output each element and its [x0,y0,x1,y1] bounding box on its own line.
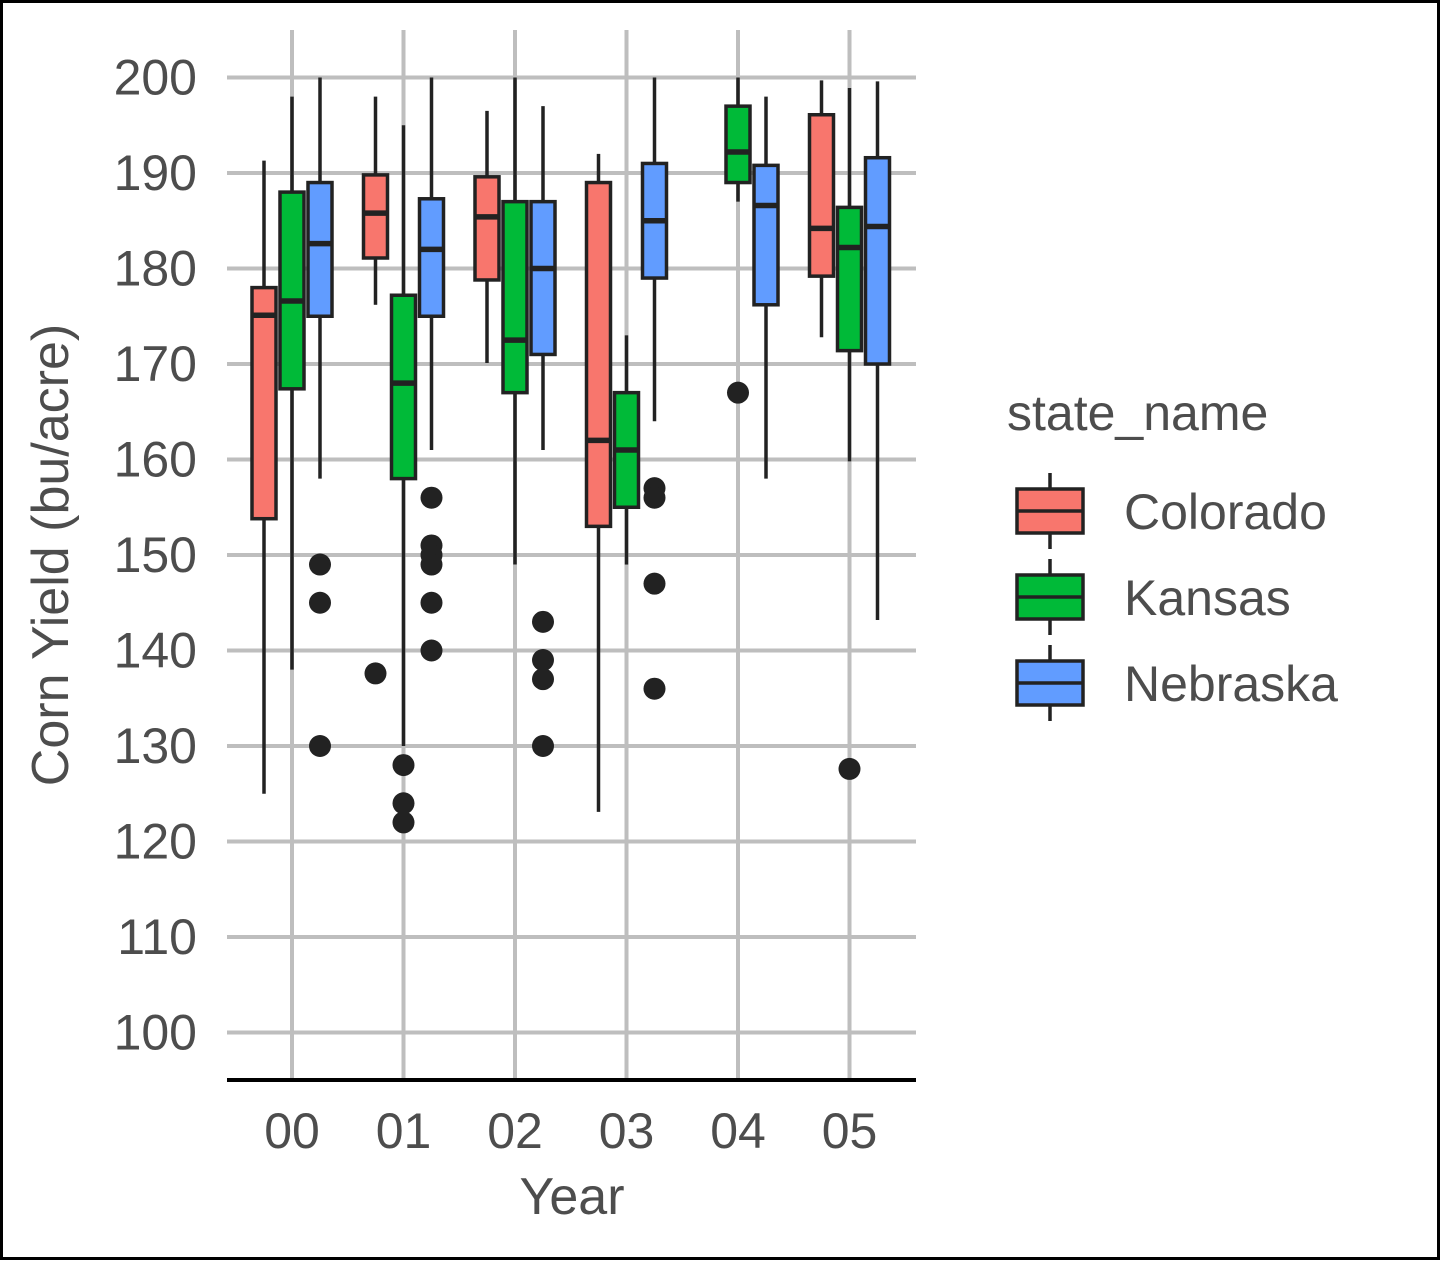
box-nebraska-04 [752,96,780,479]
box-iqr [835,205,864,353]
outlier-point [838,757,861,780]
outlier-point [532,649,554,672]
y-tick-label: 150 [114,527,197,583]
box-kansas-01 [389,125,418,834]
outlier-point [392,754,415,777]
outlier-point [727,381,749,404]
axes: 100 110 120 130 140 150 160 170 180 190 200 00 01 02 0… [114,50,916,1159]
y-axis-title: Corn Yield (bu/acre) [22,324,80,786]
box-iqr [584,180,613,529]
box-nebraska-00 [306,77,334,757]
box-iqr [752,163,780,307]
box-kansas-05 [835,88,864,780]
outlier-point [309,591,331,614]
outlier-point [309,553,331,576]
outlier-point [532,735,554,757]
outlier-point [532,668,554,691]
boxplot-marks [250,77,892,834]
outlier-point [392,792,415,815]
box-iqr [473,175,501,282]
box-iqr [250,285,278,521]
y-tick-label: 190 [114,145,197,201]
box-kansas-00 [278,96,306,670]
outlier-point [420,553,443,576]
legend-key-colorado [1015,473,1085,549]
box-nebraska-01 [417,77,446,662]
y-tick-label: 130 [114,718,197,774]
legend: state_name Colorado Kansas Nebraska [1007,385,1338,721]
box-iqr [529,199,557,357]
box-iqr [807,112,836,278]
y-tick-label: 100 [114,1005,197,1061]
box-nebraska-05 [863,81,892,620]
outlier-point [364,662,387,685]
outlier-point [420,486,443,509]
legend-title: state_name [1007,385,1268,441]
x-tick-label: 05 [822,1103,878,1159]
outlier-point [643,677,666,700]
box-colorado-02 [473,110,501,364]
box-nebraska-03 [640,77,669,700]
box-colorado-01 [361,96,390,685]
x-axis-title: Year [519,1168,624,1226]
box-iqr [417,197,446,318]
y-tick-label: 180 [114,241,197,297]
box-colorado-05 [807,80,836,338]
box-iqr [361,173,390,260]
legend-key-kansas [1015,559,1085,635]
outlier-point [420,639,443,662]
box-kansas-03 [612,335,641,565]
outlier-point [643,572,666,595]
box-kansas-04 [724,77,752,404]
legend-label-colorado: Colorado [1124,484,1327,540]
x-tick-label: 04 [710,1103,766,1159]
box-colorado-03 [584,153,613,812]
box-iqr [389,293,418,481]
box-iqr [306,180,334,318]
box-iqr [278,190,306,391]
x-tick-label: 00 [264,1103,320,1159]
x-tick-label: 03 [599,1103,655,1159]
y-tick-label: 160 [114,432,197,488]
outlier-point [309,735,331,757]
outlier-point [643,486,666,509]
x-tick-label: 02 [487,1103,543,1159]
boxplot-chart: 100 110 120 130 140 150 160 170 180 190 200 00 01 02 0… [22,30,1338,1226]
outlier-point [532,610,554,633]
legend-label-kansas: Kansas [1124,570,1291,626]
outlier-point [420,591,443,614]
y-tick-label: 170 [114,336,197,392]
y-tick-label: 110 [117,909,197,965]
box-iqr [863,155,892,366]
y-tick-label: 140 [114,623,197,679]
x-tick-label: 01 [376,1103,432,1159]
box-nebraska-02 [529,106,557,757]
outlier-point [392,811,415,834]
box-iqr [501,199,529,395]
box-iqr [724,104,752,185]
box-kansas-02 [501,77,529,565]
legend-label-nebraska: Nebraska [1124,656,1338,712]
y-tick-label: 200 [114,50,197,106]
box-colorado-00 [250,160,278,794]
y-tick-label: 120 [114,814,197,870]
legend-key-nebraska [1015,645,1085,721]
